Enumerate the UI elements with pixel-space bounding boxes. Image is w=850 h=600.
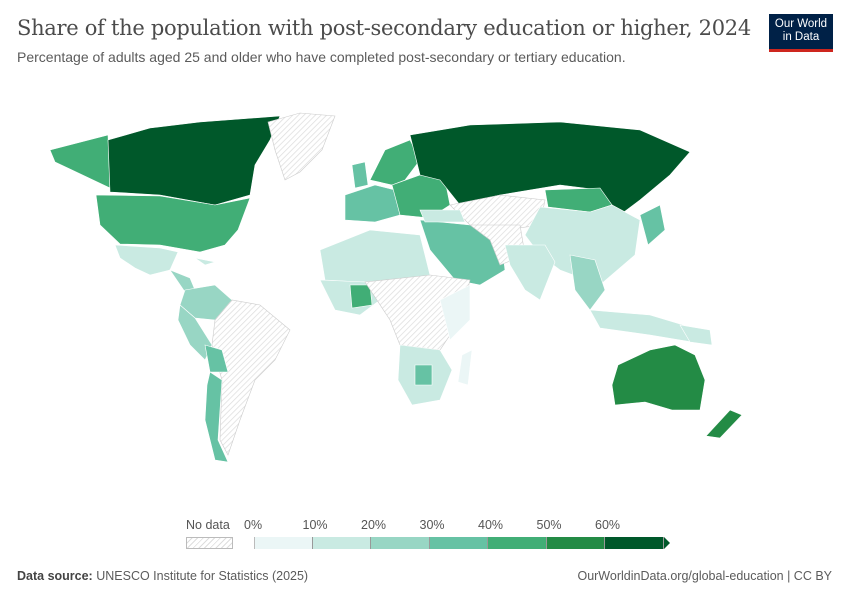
- legend-tick-label: 10%: [302, 518, 328, 532]
- country-europe-west[interactable]: [344, 184, 401, 223]
- world-map[interactable]: [0, 100, 850, 490]
- country-papua-new-guinea[interactable]: [679, 324, 713, 346]
- country-madagascar[interactable]: [457, 349, 473, 386]
- legend-bin[interactable]: [371, 537, 430, 549]
- legend-tick-label: 30%: [419, 518, 445, 532]
- country-united-states[interactable]: [95, 194, 251, 253]
- country-zimbabwe[interactable]: [414, 364, 433, 386]
- country-east-africa[interactable]: [439, 284, 471, 341]
- data-source: Data source: UNESCO Institute for Statis…: [17, 569, 308, 583]
- country-alaska[interactable]: [49, 134, 111, 189]
- legend-no-data-label: No data: [186, 518, 230, 532]
- logo-line-2: in Data: [782, 31, 820, 43]
- country-turkey[interactable]: [419, 209, 466, 223]
- legend-bin[interactable]: [254, 537, 313, 549]
- legend-arrow: [663, 537, 670, 549]
- legend-tick-label: 50%: [536, 518, 562, 532]
- data-source-text[interactable]: UNESCO Institute for Statistics (2025): [96, 569, 309, 583]
- logo-line-1: Our World: [774, 18, 828, 30]
- legend-bin[interactable]: [546, 537, 605, 549]
- country-bolivia[interactable]: [204, 344, 229, 373]
- country-peru[interactable]: [177, 304, 213, 361]
- country-cuba[interactable]: [194, 257, 216, 266]
- legend-bin[interactable]: [605, 537, 664, 549]
- country-uk[interactable]: [351, 161, 369, 189]
- country-north-africa[interactable]: [319, 229, 431, 283]
- country-south-america[interactable]: [211, 299, 291, 456]
- data-source-label: Data source:: [17, 569, 93, 583]
- country-nigeria[interactable]: [349, 284, 373, 309]
- country-chile-argentina[interactable]: [204, 371, 229, 463]
- legend-tick-label: 20%: [361, 518, 387, 532]
- country-southeast-asia[interactable]: [569, 254, 606, 311]
- legend-bin[interactable]: [488, 537, 547, 549]
- chart-title: Share of the population with post-second…: [17, 16, 751, 40]
- footer-url[interactable]: OurWorldinData.org/global-education | CC…: [577, 569, 832, 583]
- country-japan-korea[interactable]: [639, 204, 666, 246]
- legend-tick-label: 0%: [244, 518, 263, 532]
- legend-tick-label: 40%: [478, 518, 504, 532]
- country-mexico[interactable]: [114, 244, 179, 276]
- country-australia[interactable]: [611, 344, 706, 411]
- country-new-zealand[interactable]: [705, 409, 743, 439]
- legend-bin[interactable]: [429, 537, 488, 549]
- country-greenland[interactable]: [267, 112, 336, 181]
- country-india[interactable]: [504, 244, 556, 301]
- legend-tick-label: 60%: [595, 518, 621, 532]
- legend-no-data-swatch[interactable]: [186, 537, 233, 549]
- country-canada[interactable]: [107, 115, 281, 206]
- owid-logo[interactable]: Our World in Data: [769, 14, 833, 52]
- legend-bin[interactable]: [312, 537, 371, 549]
- chart-subtitle: Percentage of adults aged 25 and older w…: [17, 49, 626, 65]
